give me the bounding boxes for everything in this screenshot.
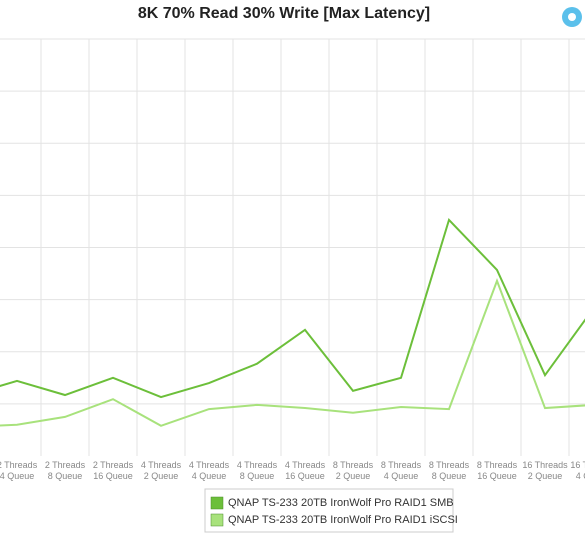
- legend-box: [204, 488, 454, 533]
- x-tick-label: 4 Threads 2 Queue: [141, 460, 182, 481]
- chart-title: 8K 70% Read 30% Write [Max Latency]: [138, 5, 430, 22]
- x-tick-label: 2 Threads 16 Queue: [93, 460, 134, 481]
- x-tick-label: 2 Threads 4 Queue: [0, 460, 38, 481]
- series-line: [0, 217, 585, 399]
- legend-label: QNAP TS-233 20TB IronWolf Pro RAID1 iSCS…: [228, 514, 458, 526]
- x-tick-label: 8 Threads 16 Queue: [477, 460, 518, 481]
- x-tick-label: 16 Threads 2 Queue: [522, 460, 568, 481]
- x-tick-label: 4 Threads 4 Queue: [189, 460, 230, 481]
- x-tick-label: 8 Threads 8 Queue: [429, 460, 470, 481]
- series-line: [0, 278, 585, 427]
- legend-swatch: [210, 513, 224, 527]
- x-tick-label: 2 Threads 8 Queue: [45, 460, 86, 481]
- logo: [562, 7, 582, 27]
- x-tick-label: 8 Threads 2 Queue: [333, 460, 374, 481]
- legend-swatch: [210, 496, 224, 510]
- x-tick-label: 4 Threads 16 Queue: [285, 460, 326, 481]
- legend-label: QNAP TS-233 20TB IronWolf Pro RAID1 SMB: [228, 497, 454, 509]
- x-tick-label: 8 Threads 4 Queue: [381, 460, 422, 481]
- x-tick-label: 4 Threads 8 Queue: [237, 460, 278, 481]
